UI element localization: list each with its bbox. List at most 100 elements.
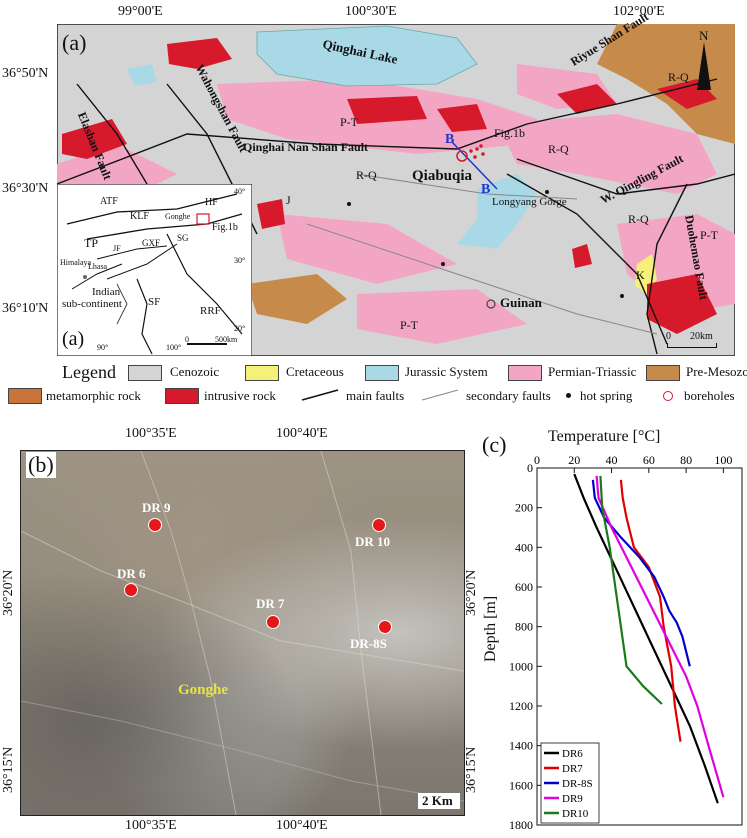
y-tick-label: 400 — [515, 540, 533, 554]
inset-klf: KLF — [130, 211, 149, 222]
inset-atf: ATF — [100, 196, 118, 207]
x-tick-label: 40 — [606, 453, 618, 467]
legend-label: DR10 — [562, 808, 589, 820]
inset-lat40: 40° — [234, 187, 246, 196]
inset-indian: Indian — [92, 286, 121, 298]
panel-a-label: (a) — [62, 30, 87, 55]
series-line — [595, 475, 725, 798]
inset-sf: SF — [148, 296, 161, 308]
legend-swatch-jurassic — [365, 365, 399, 381]
inset-panel-label: (a) — [62, 328, 85, 350]
b-prime-label: B — [481, 182, 491, 197]
lon-tick-top: 100°40'E — [276, 426, 328, 441]
north-label: N — [699, 28, 709, 43]
y-tick-label: 1200 — [509, 699, 533, 713]
inset-lon100: 100° — [166, 343, 182, 352]
unit-label: R-Q — [668, 70, 689, 84]
lon-tick-top: 100°35'E — [125, 426, 177, 441]
lon-tick-bottom: 100°35'E — [125, 818, 177, 833]
inset-sg: SG — [177, 233, 189, 243]
inset-tp: TP — [84, 236, 99, 250]
y-tick-label: 1000 — [509, 659, 533, 673]
unit-label: K — [636, 268, 645, 282]
well-marker — [378, 620, 392, 634]
inset-lat30: 30° — [234, 256, 246, 265]
inset-scale0: 0 — [185, 335, 189, 344]
panel-b: 100°35'E 100°40'E 100°35'E 100°40'E 36°2… — [0, 420, 470, 838]
qiabuqia-label: Qiabuqia — [412, 168, 473, 184]
inset-himalaya: Himalaya — [60, 258, 92, 267]
unit-label: P-T — [340, 115, 358, 129]
inset-rrf: RRF — [200, 305, 221, 317]
inset-scale500: 500km — [215, 335, 238, 344]
scale-bar-box — [418, 793, 460, 809]
well-label: DR 9 — [142, 500, 171, 515]
panel-c: (c) Temperature [°C] Depth [m] 36°20'N 3… — [464, 420, 747, 838]
well-label: DR 7 — [256, 596, 285, 611]
legend-label: boreholes — [684, 388, 735, 403]
well-label: DR 10 — [355, 534, 391, 549]
legend-swatch-cretaceous — [245, 365, 279, 381]
y-tick-label: 0 — [527, 461, 533, 475]
north-arrow-icon — [697, 42, 711, 90]
inset-gxf: GXF — [142, 238, 161, 248]
legend-label: hot spring — [580, 388, 633, 403]
terrain-lines — [21, 451, 464, 815]
lat-tick: 36°10'N — [2, 301, 49, 316]
unit-label: R-Q — [628, 212, 649, 226]
x-tick-label: 100 — [714, 453, 732, 467]
inset-jf: JF — [113, 244, 121, 253]
well-marker — [124, 583, 138, 597]
y-tick-label: 200 — [515, 501, 533, 515]
legend-hot-spring-icon — [566, 393, 571, 398]
y-tick-label: 600 — [515, 580, 533, 594]
panel-c-label: (c) — [482, 432, 507, 457]
legend-label: Jurassic System — [405, 364, 488, 379]
inset-gonghe: Gonghe — [165, 212, 191, 221]
legend-label: Pre-Mesozoic — [686, 364, 747, 379]
legend-swatch-intrusive — [165, 388, 199, 404]
fig1b-label: Fig.1b — [494, 126, 526, 140]
lat-tick: 36°20'N — [1, 569, 16, 616]
unit-label: J — [286, 193, 291, 207]
unit-label: R-Q — [356, 168, 377, 182]
lat-tick: 36°30'N — [2, 181, 49, 196]
scale-label: 20km — [690, 331, 713, 342]
inset-map — [57, 184, 252, 356]
temperature-depth-chart: 0 20 40 60 80 1000200400600800100012001400160… — [509, 453, 743, 832]
x-tick-label: 20 — [568, 453, 580, 467]
x-tick-label: 60 — [643, 453, 655, 467]
x-axis-title: Temperature [°C] — [548, 428, 661, 445]
legend-swatch-metamorphic — [8, 388, 42, 404]
legend-label: DR6 — [562, 748, 583, 760]
series-line — [599, 475, 663, 705]
legend-swatch-permian-triassic — [508, 365, 542, 381]
unit-label: R-Q — [548, 142, 569, 156]
longyang-label: Longyang Gorge — [492, 196, 567, 208]
legend-main-fault-icon — [301, 389, 339, 401]
legend-borehole-icon — [663, 391, 673, 401]
inset-lhasa: Lhasa — [88, 262, 108, 271]
guinan-label: Guinan — [500, 295, 542, 310]
legend-swatch-pre-mesozoic — [646, 365, 680, 381]
unit-label: P-T — [400, 318, 418, 332]
x-tick-label: 0 — [534, 453, 540, 467]
panel-a: 99°00'E 100°30'E 102°00'E 36°50'N 36°30'… — [0, 0, 747, 412]
legend-label: Cenozoic — [170, 364, 220, 379]
legend-label: secondary faults — [466, 388, 551, 403]
town-label: Gonghe — [178, 682, 229, 698]
lon-tick: 100°30'E — [345, 4, 397, 19]
legend-label: main faults — [346, 388, 405, 403]
series-line — [619, 479, 682, 742]
unit-label: P-T — [700, 228, 718, 242]
well-marker — [372, 518, 386, 532]
inset-hf: HF — [205, 197, 218, 208]
series-line — [573, 473, 719, 804]
well-marker — [266, 615, 280, 629]
lon-tick: 102°00'E — [613, 4, 665, 19]
y-tick-label: 1600 — [509, 778, 533, 792]
legend-secondary-fault-icon — [421, 389, 459, 401]
legend-label: DR-8S — [562, 778, 593, 790]
well-label: DR 6 — [117, 566, 146, 581]
y-tick-label: 800 — [515, 620, 533, 634]
